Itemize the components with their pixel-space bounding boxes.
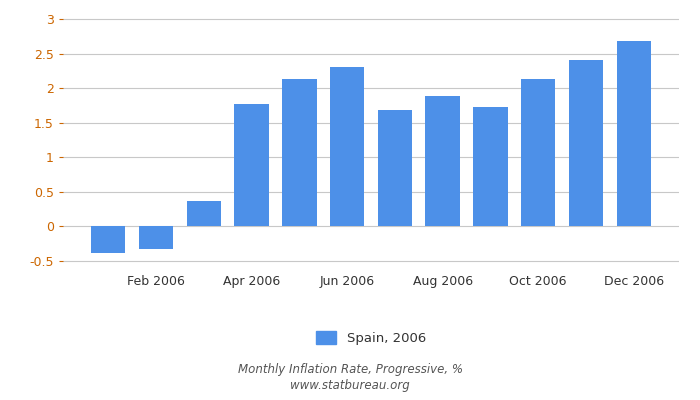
Bar [234, 104, 269, 226]
Bar [617, 41, 651, 226]
Bar [569, 60, 603, 226]
Bar [139, 226, 173, 249]
Legend: Spain, 2006: Spain, 2006 [316, 331, 426, 345]
Bar [473, 108, 508, 226]
Bar [521, 79, 555, 226]
Bar [282, 79, 316, 226]
Bar [187, 201, 221, 226]
Text: www.statbureau.org: www.statbureau.org [290, 380, 410, 392]
Text: Monthly Inflation Rate, Progressive, %: Monthly Inflation Rate, Progressive, % [237, 364, 463, 376]
Bar [378, 110, 412, 226]
Bar [91, 226, 125, 253]
Bar [426, 96, 460, 226]
Bar [330, 67, 364, 226]
